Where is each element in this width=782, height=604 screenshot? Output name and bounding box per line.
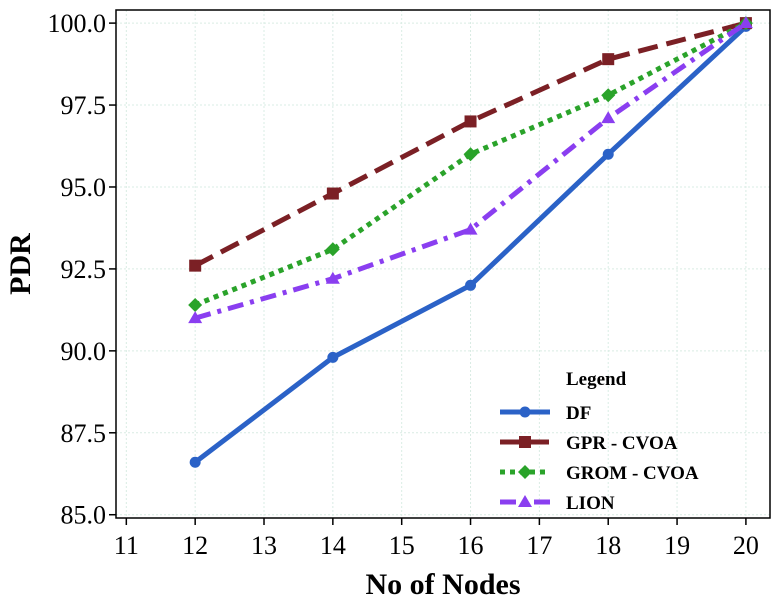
- legend-label: GROM - CVOA: [566, 463, 699, 484]
- x-tick-label: 15: [389, 531, 415, 560]
- legend-label: GPR - CVOA: [566, 433, 678, 454]
- series-lion: [188, 16, 753, 324]
- x-axis-title: No of Nodes: [366, 568, 521, 601]
- legend: Legend DF GPR - CVOA GROM - CVOA LION: [500, 369, 699, 514]
- data-point: [325, 271, 340, 284]
- legend-item: GROM - CVOA: [500, 463, 699, 484]
- legend-title: Legend: [566, 369, 627, 390]
- data-point: [325, 242, 340, 257]
- data-point: [601, 88, 616, 103]
- legend-label: DF: [566, 403, 591, 424]
- data-point: [464, 115, 477, 128]
- y-tick-label: 85.0: [61, 501, 107, 530]
- data-point: [463, 147, 478, 162]
- y-tick-label: 100.0: [48, 9, 107, 38]
- plot-frame: [115, 9, 771, 519]
- legend-label: LION: [566, 493, 615, 514]
- series-line: [194, 20, 747, 268]
- legend-item: GPR - CVOA: [500, 433, 678, 454]
- data-point: [189, 259, 202, 272]
- legend-swatch-marker: [519, 406, 531, 418]
- y-tick-label: 92.5: [61, 255, 107, 284]
- legend-swatch-marker: [518, 465, 532, 479]
- y-tick-label: 90.0: [61, 337, 107, 366]
- legend-swatch-marker: [519, 436, 531, 448]
- data-point: [602, 53, 615, 66]
- x-tick-label: 18: [595, 531, 621, 560]
- y-axis-title: PDR: [4, 233, 37, 295]
- data-point: [465, 279, 477, 291]
- y-tick-label: 87.5: [61, 419, 107, 448]
- x-axis-ticks: 11 12 13 14 15 16 17 18 19 20: [114, 518, 759, 560]
- x-tick-label: 17: [526, 531, 552, 560]
- x-tick-label: 16: [458, 531, 484, 560]
- data-point: [602, 148, 614, 160]
- x-tick-label: 13: [251, 531, 277, 560]
- data-point: [327, 351, 339, 363]
- y-axis-ticks: 85.0 87.5 90.0 92.5 95.0 97.5 100.0: [48, 9, 116, 530]
- legend-item: LION: [500, 493, 615, 514]
- x-tick-label: 11: [114, 531, 139, 560]
- series-line: [194, 21, 748, 321]
- data-point: [463, 222, 478, 235]
- data-point: [601, 111, 616, 124]
- legend-swatch-marker: [518, 495, 532, 507]
- x-tick-label: 12: [182, 531, 208, 560]
- y-tick-label: 95.0: [61, 173, 107, 202]
- y-tick-label: 97.5: [61, 91, 107, 120]
- x-tick-label: 20: [733, 531, 759, 560]
- legend-item: DF: [500, 403, 591, 424]
- x-tick-label: 19: [664, 531, 690, 560]
- x-tick-label: 14: [320, 531, 346, 560]
- data-point: [189, 456, 201, 468]
- series: [188, 16, 753, 468]
- data-point: [188, 297, 203, 312]
- data-point: [188, 311, 203, 324]
- data-point: [326, 187, 339, 200]
- data-point: [738, 16, 753, 29]
